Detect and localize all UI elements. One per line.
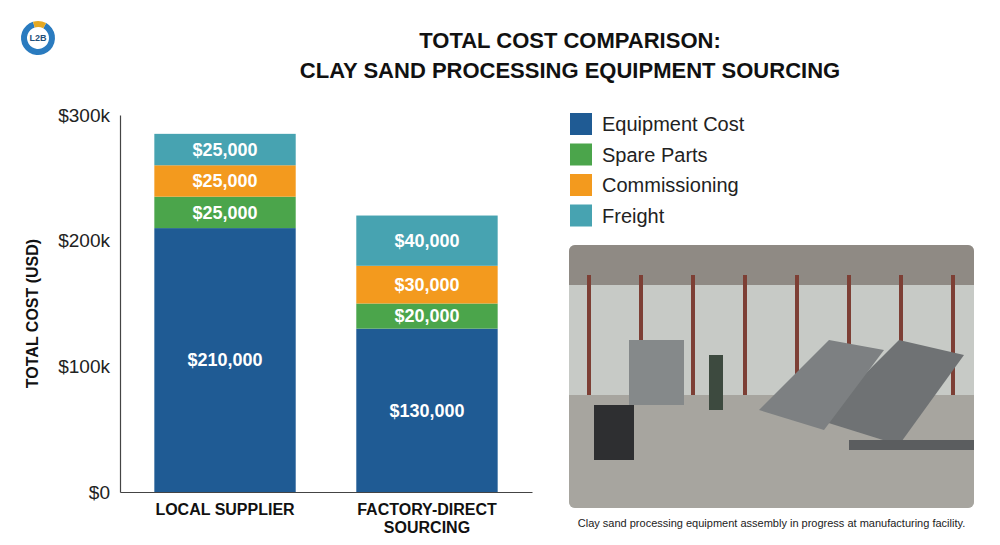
- bar-segment: [154, 228, 295, 492]
- x-tick-label-line: LOCAL SUPPLIER: [155, 501, 295, 518]
- data-label: $210,000: [187, 350, 262, 370]
- y-axis: $0 $100k $200k $300k: [58, 105, 120, 503]
- logo: L2B: [0, 0, 72, 72]
- photo-wall: [569, 245, 974, 508]
- logo-accent: [33, 21, 46, 28]
- x-tick-label-line: FACTORY-DIRECT: [357, 501, 497, 518]
- bar-segment: [356, 216, 497, 266]
- chart: L2B TOTAL COST COMPARISON: CLAY SAND PROCE…: [0, 0, 1000, 545]
- legend-swatch: [570, 205, 592, 227]
- photo-welder: [594, 405, 634, 460]
- photo-beam: [691, 275, 695, 395]
- y-tick-label: $300k: [58, 105, 110, 126]
- data-label: $20,000: [394, 306, 459, 326]
- bar-segment: [356, 304, 497, 329]
- data-label: $25,000: [192, 203, 257, 223]
- photo-beam: [587, 275, 591, 395]
- legend-label: Freight: [602, 205, 665, 227]
- title-line: TOTAL COST COMPARISON:: [419, 28, 720, 53]
- photo-beam: [743, 275, 747, 395]
- y-tick: $0: [89, 482, 120, 503]
- logo-arc: [21, 22, 55, 55]
- data-label: $40,000: [394, 231, 459, 251]
- bar-segment: [356, 266, 497, 304]
- photo: [569, 245, 974, 508]
- caption: Clay sand processing equipment assembly …: [578, 517, 965, 529]
- logo-text: L2B: [29, 33, 47, 43]
- data-label: $25,000: [192, 171, 257, 191]
- photo-roof: [569, 245, 974, 285]
- title: TOTAL COST COMPARISON: CLAY SAND PROCESSI…: [300, 28, 840, 83]
- x-tick-label-line: SOURCING: [384, 519, 470, 536]
- bar-segment: [154, 134, 295, 165]
- x-tick-label: FACTORY-DIRECTSOURCING: [357, 501, 497, 536]
- data-label: $130,000: [389, 401, 464, 421]
- x-tick: LOCAL SUPPLIER: [155, 492, 295, 518]
- legend-swatch: [570, 174, 592, 196]
- title-line: CLAY SAND PROCESSING EQUIPMENT SOURCING: [300, 58, 840, 83]
- bar-segment: [356, 329, 497, 492]
- y-tick: $200k: [58, 230, 120, 251]
- x-axis-line: [121, 492, 533, 493]
- legend-swatch: [570, 144, 592, 166]
- logo-box: [0, 0, 72, 72]
- photo-tank: [629, 340, 684, 405]
- photo-bench: [849, 440, 974, 450]
- x-tick: FACTORY-DIRECTSOURCING: [357, 492, 497, 536]
- bar-segment: [154, 197, 295, 228]
- bars: [154, 134, 497, 492]
- legend-label: Spare Parts: [602, 144, 708, 166]
- y-tick-label: $0: [89, 482, 110, 503]
- data-label: $30,000: [394, 275, 459, 295]
- y-tick-label: $200k: [58, 230, 110, 251]
- y-tick: $300k: [58, 105, 120, 126]
- photo-machine: [759, 340, 884, 430]
- legend: Equipment Cost Spare Parts Commissioning Fr…: [570, 113, 745, 227]
- y-axis-line: [120, 116, 121, 493]
- photo-beam: [951, 275, 955, 395]
- photo-worker: [709, 355, 723, 410]
- data-labels: $210,000 $130,000 $25,000 $20,000 $25,000 $30…: [187, 140, 464, 421]
- legend-label: Equipment Cost: [602, 113, 745, 135]
- x-tick-label: LOCAL SUPPLIER: [155, 501, 295, 518]
- legend-swatch: [570, 113, 592, 135]
- x-axis: LOCAL SUPPLIER FACTORY-DIRECTSOURCING: [121, 492, 533, 536]
- y-tick: $100k: [58, 356, 120, 377]
- data-label: $25,000: [192, 140, 257, 160]
- y-tick-label: $100k: [58, 356, 110, 377]
- legend-label: Commissioning: [602, 174, 739, 196]
- y-axis-title: TOTAL COST (USD): [24, 239, 41, 388]
- bar-segment: [154, 165, 295, 196]
